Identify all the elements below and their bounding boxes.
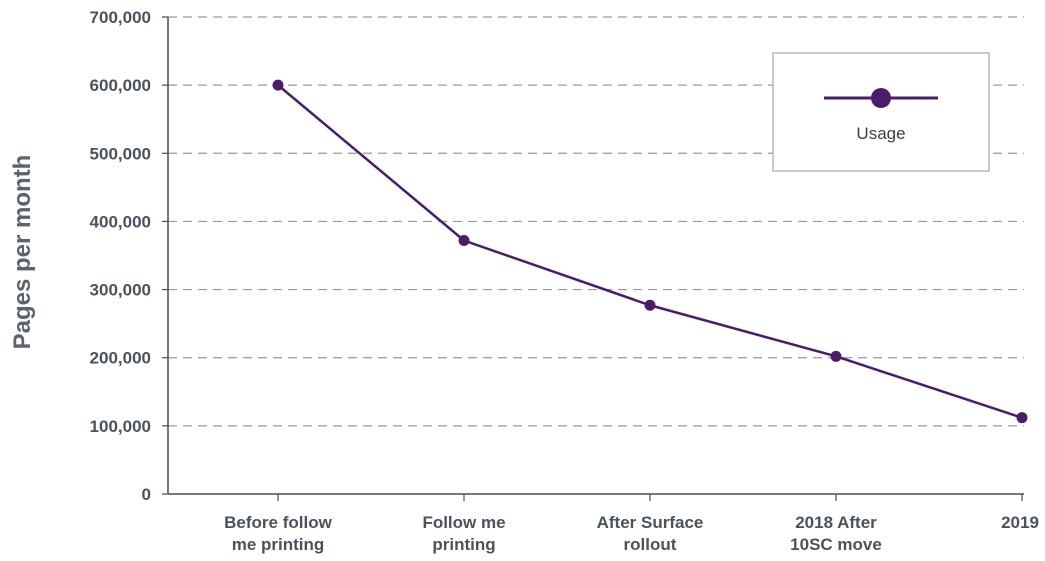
y-tick-label: 200,000 <box>90 349 151 368</box>
x-tick-label: 2018 After 10SC move <box>790 513 882 554</box>
x-tick-label: Follow me printing <box>422 513 505 554</box>
y-tick-label: 600,000 <box>90 76 151 95</box>
y-tick-label: 100,000 <box>90 417 151 436</box>
data-point <box>458 235 470 247</box>
y-tick-label: 700,000 <box>90 8 151 27</box>
gridlines <box>168 16 1024 427</box>
series-usage <box>272 79 1028 424</box>
legend-label: Usage <box>856 124 905 143</box>
data-point <box>272 79 284 91</box>
y-axis-ticks: 0 100,000 200,000 300,000 400,000 500,000 600,… <box>90 8 168 504</box>
x-tick-label: Before follow me printing <box>224 513 332 554</box>
y-tick-label: 500,000 <box>90 144 151 163</box>
data-point <box>644 299 656 311</box>
data-point <box>1016 412 1028 424</box>
legend-box <box>772 52 990 172</box>
y-tick-label: 0 <box>142 485 151 504</box>
y-tick-label: 400,000 <box>90 212 151 231</box>
data-point <box>830 350 842 362</box>
y-tick-label: 300,000 <box>90 281 151 300</box>
x-axis-ticks: Before follow me printing Follow me printin… <box>224 494 1039 554</box>
axes <box>167 17 1024 495</box>
y-axis-label: Pages per month <box>9 155 36 350</box>
x-tick-label: After Surface rollout <box>597 513 704 554</box>
legend-marker-swatch <box>871 88 891 108</box>
x-tick-label: 2019 <box>1001 513 1039 532</box>
legend: Usage <box>772 52 990 172</box>
